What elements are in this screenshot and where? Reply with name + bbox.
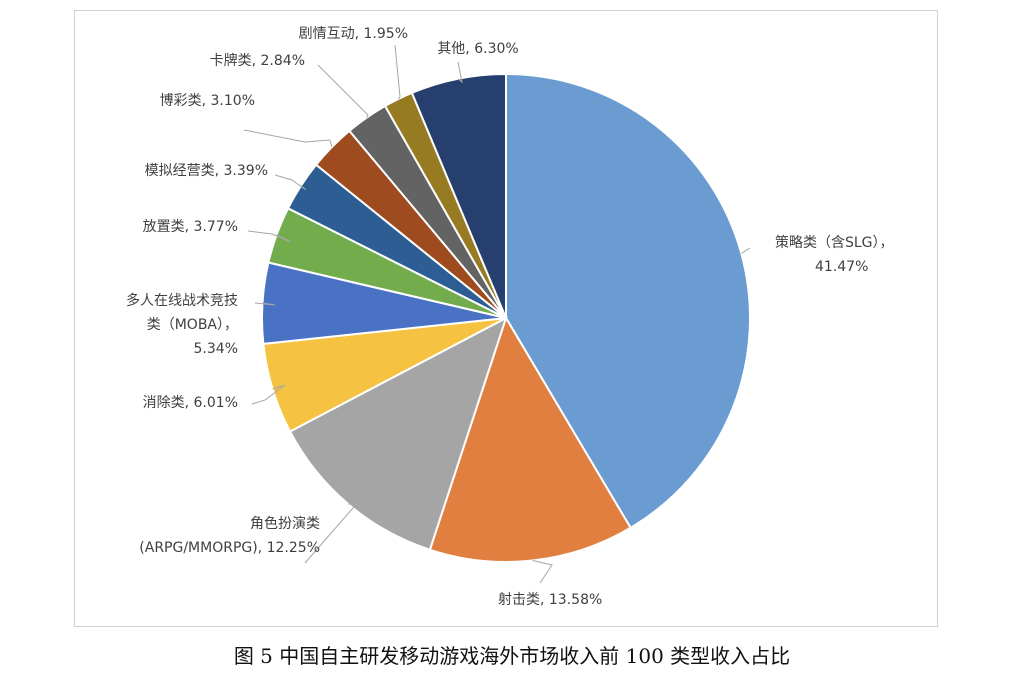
leader-line-6 <box>274 174 307 191</box>
leader-line-4 <box>254 302 276 306</box>
chart-frame <box>74 10 938 627</box>
leader-line-7 <box>243 129 333 148</box>
slice-label-10: 其他, 6.30% <box>437 41 518 57</box>
slice-label-2: 角色扮演类(ARPG/MMORPG), 12.25% <box>139 515 320 556</box>
leader-line-9 <box>394 44 401 100</box>
pie-chart: 策略类（含SLG）， 41.47% 射击类, 13.58% 角色扮演类(ARPG/MM… <box>126 26 894 608</box>
leader-line-8 <box>317 64 369 118</box>
leader-line-5 <box>247 230 292 243</box>
slice-label-6: 模拟经营类, 3.39% <box>145 163 268 179</box>
slice-label-5: 放置类, 3.77% <box>143 219 238 235</box>
pie-slice-0 <box>505 72 751 530</box>
leader-line-3 <box>251 384 286 405</box>
slice-label-1: 射击类, 13.58% <box>498 592 602 608</box>
slice-label-8: 卡牌类, 2.84% <box>210 52 305 69</box>
leader-line-0 <box>741 247 751 254</box>
leader-line-2 <box>304 499 361 564</box>
slice-label-7: 博彩类, 3.10% <box>160 92 255 109</box>
figure-caption: 图 5 中国自主研发移动游戏海外市场收入前 100 类型收入占比 <box>233 644 791 668</box>
slice-label-3: 消除类, 6.01% <box>143 395 238 411</box>
slice-label-9: 剧情互动, 1.95% <box>299 26 408 42</box>
slice-label-4: 多人在线战术竞技类（MOBA）， 5.34% <box>126 292 238 357</box>
slice-label-0: 策略类（含SLG）， 41.47% <box>775 234 894 275</box>
leader-line-10 <box>457 61 463 84</box>
leader-line-1 <box>532 560 553 584</box>
